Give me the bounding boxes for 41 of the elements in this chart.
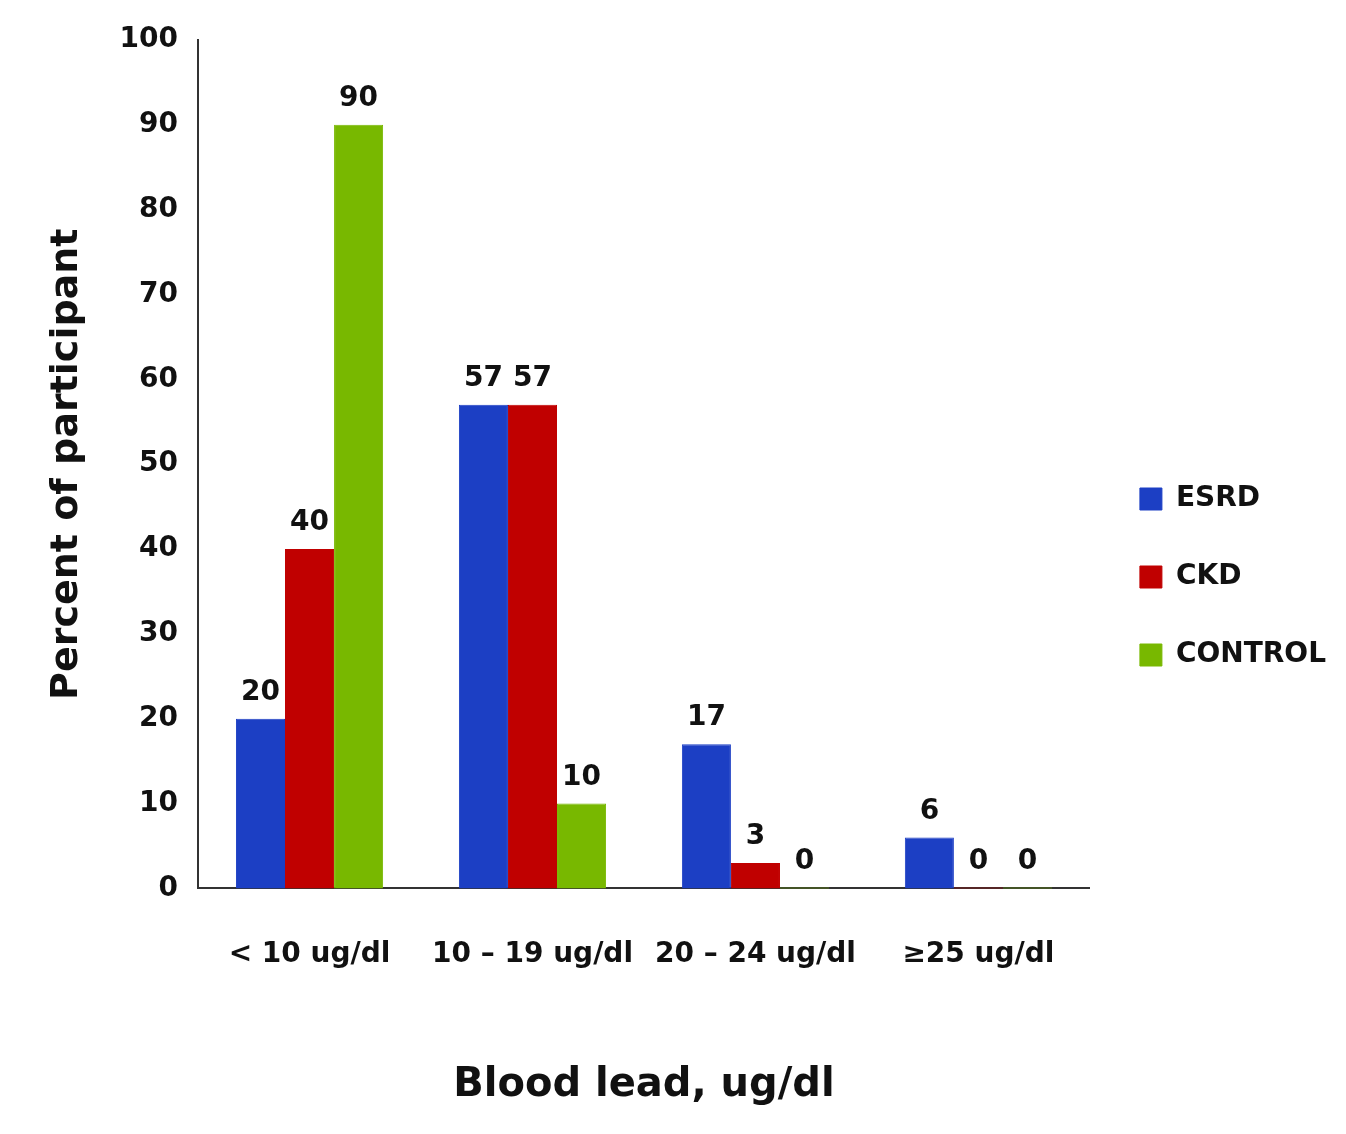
y-tick-label: 80 [139,190,179,224]
data-label: 10 [562,758,602,792]
bar [285,549,335,889]
y-tick-label: 10 [139,784,179,818]
data-label: 90 [339,80,379,114]
legend-label: ESRD [1175,480,1261,514]
y-tick-label: 70 [139,275,179,309]
y-axis-title: Percent of participant [41,228,86,700]
y-tick-label: 20 [139,700,179,733]
y-tick-label: 60 [139,360,179,394]
data-label: 3 [745,818,766,852]
x-tick-label: ≥25 ug/dl [902,936,1055,970]
bar [458,404,508,889]
x-tick-label: 20 – 24 ug/dl [654,936,856,970]
bar [334,124,384,889]
bar [507,404,558,889]
y-tick-label: 30 [139,615,179,649]
data-label: 57 [513,360,552,394]
y-tick-label: 50 [139,445,179,479]
legend-label: CKD [1175,558,1242,592]
bar [235,718,285,889]
legend-label: CONTROL [1175,636,1327,670]
x-axis-title: Blood lead, ug/dl [453,1059,835,1106]
y-tick-label: 100 [119,21,179,55]
bar [730,862,780,889]
data-label: 0 [968,842,989,876]
y-tick-label: 0 [158,869,179,903]
bar [557,803,607,889]
bar [681,744,731,889]
data-label: 20 [240,674,280,707]
data-label: 40 [290,504,330,538]
data-label: 57 [463,360,503,394]
data-label: 17 [686,699,726,733]
data-label: 0 [794,842,815,876]
y-tick-label: 40 [139,530,179,564]
y-tick-label: 90 [139,106,179,140]
data-label: 6 [919,792,940,826]
x-tick-label: < 10 ug/dl [228,936,391,970]
x-tick-label: 10 – 19 ug/dl [431,936,634,970]
bar [904,837,954,889]
data-label: 0 [1017,842,1038,876]
